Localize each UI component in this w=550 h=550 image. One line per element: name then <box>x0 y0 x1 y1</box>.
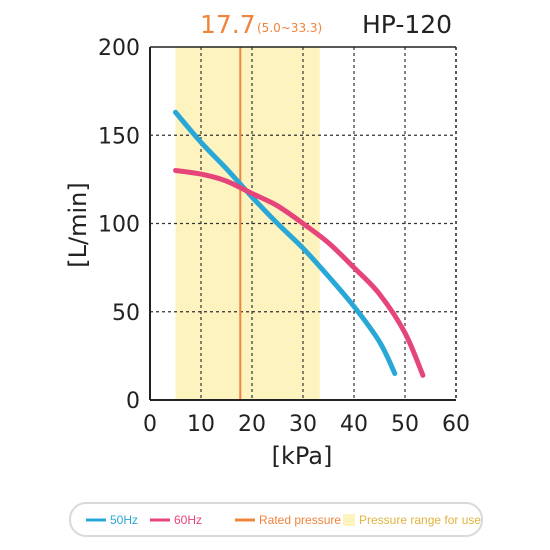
tick-label-layer: 0 10 20 30 40 50 60 0 50 100 150 200 <box>98 36 470 437</box>
y-axis-title: [L/min] <box>64 182 92 267</box>
series-line-50hz <box>173 109 398 376</box>
legend-label-3: Pressure range for use <box>359 513 481 527</box>
axes-layer <box>149 46 457 401</box>
series-line-60hz <box>173 168 426 378</box>
y-tick-label-150: 150 <box>98 124 140 149</box>
rated-pressure-range: (5.0~33.3) <box>257 21 322 35</box>
legend-swatch-3 <box>343 514 355 526</box>
legend: 50Hz 60Hz Rated pressure Pressure range for… <box>69 502 483 537</box>
legend-label-2: Rated pressure <box>259 513 341 527</box>
series-layer <box>173 109 426 378</box>
x-tick-label-40: 40 <box>340 412 368 437</box>
legend-label-1: 60Hz <box>174 513 202 527</box>
y-tick-label-200: 200 <box>98 36 140 61</box>
y-tick-label-50: 50 <box>112 301 140 326</box>
legend-label-0: 50Hz <box>110 513 138 527</box>
x-tick-label-30: 30 <box>289 412 317 437</box>
model-name: HP-120 <box>362 10 452 39</box>
x-tick-label-0: 0 <box>143 412 157 437</box>
y-tick-label-100: 100 <box>98 213 140 238</box>
x-tick-label-20: 20 <box>238 412 266 437</box>
x-tick-label-60: 60 <box>442 412 470 437</box>
x-tick-label-50: 50 <box>391 412 419 437</box>
legend-items: 50Hz 60Hz Rated pressure Pressure range for… <box>86 513 481 527</box>
x-axis-title: [kPa] <box>272 442 333 470</box>
y-tick-label-0: 0 <box>126 389 140 414</box>
rated-pressure-value: 17.7 <box>200 10 256 39</box>
x-tick-label-10: 10 <box>187 412 215 437</box>
legend-frame <box>69 502 483 537</box>
